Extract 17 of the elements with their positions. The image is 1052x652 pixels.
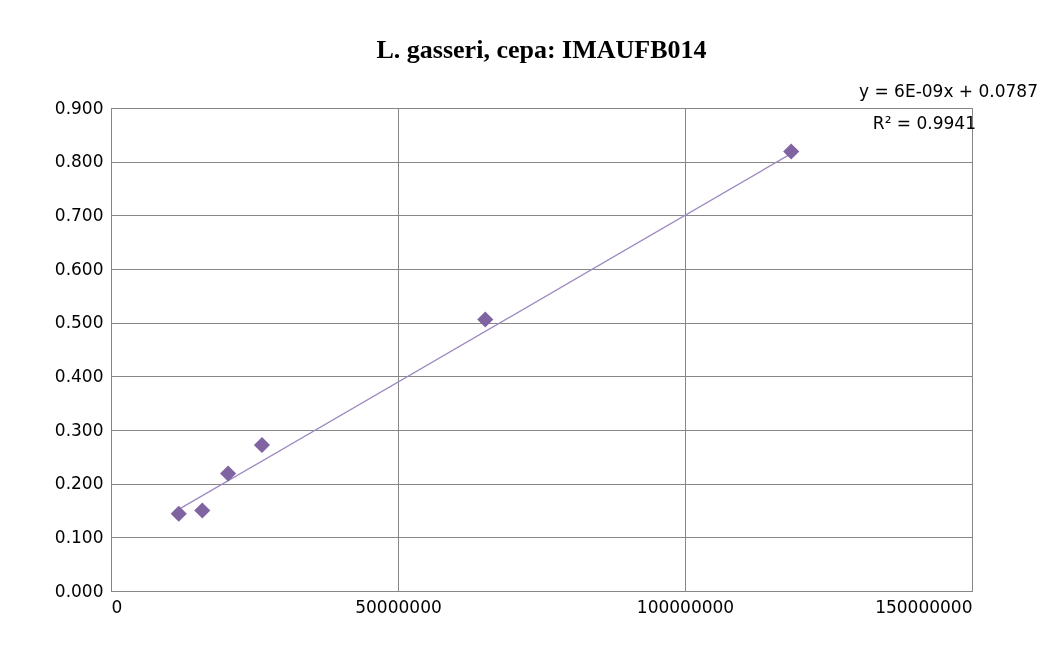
- annotation: R² = 0.9941: [872, 113, 976, 133]
- y-tick-label: 0.700: [54, 204, 104, 225]
- x-tick-label: 50000000: [355, 596, 442, 617]
- y-tick-label: 0.900: [54, 97, 104, 118]
- y-tick-label: 0.000: [54, 580, 104, 601]
- chart-title: L. gasseri, cepa: IMAUFB014: [376, 35, 707, 64]
- y-tick-label: 0.200: [54, 473, 104, 494]
- x-tick-label: 100000000: [636, 596, 735, 617]
- y-tick-label: 0.100: [54, 526, 104, 547]
- y-tick-label: 0.400: [54, 365, 104, 386]
- y-tick-label: 0.800: [54, 151, 104, 172]
- x-tick-label: 0: [111, 596, 123, 617]
- y-tick-label: 0.500: [54, 312, 104, 333]
- y-tick-label: 0.600: [54, 258, 104, 279]
- x-tick-label: 150000000: [875, 596, 973, 617]
- text: y = 6E-09x + 0.0787: [858, 81, 1038, 101]
- y-tick-label: 0.300: [54, 419, 104, 440]
